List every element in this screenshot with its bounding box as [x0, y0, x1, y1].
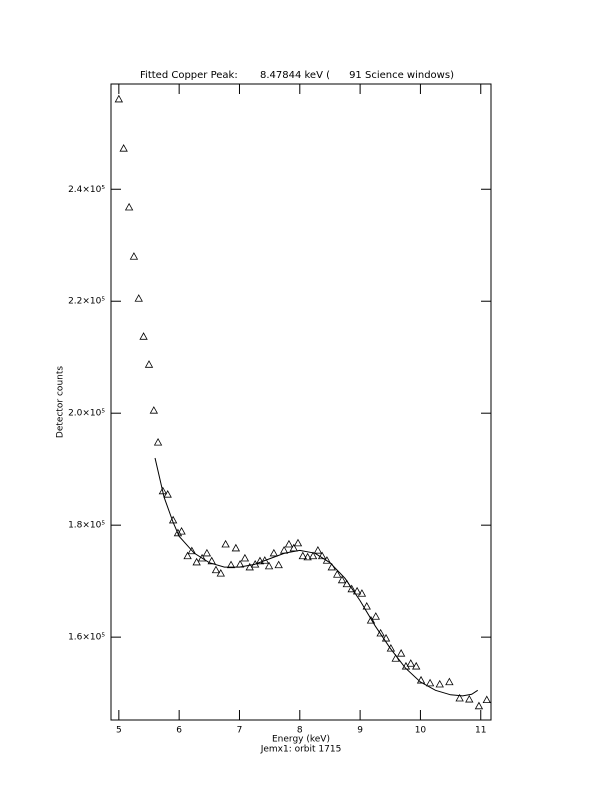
x-tick-label: 10 [415, 726, 427, 736]
x-tick-label: 7 [237, 726, 243, 736]
data-point [134, 294, 143, 302]
y-axis-label: Detector counts [56, 366, 66, 438]
data-point [425, 678, 435, 687]
data-point [124, 202, 134, 211]
data-point [149, 406, 159, 414]
data-point [455, 693, 464, 702]
x-tick-label: 9 [357, 726, 363, 736]
data-point [381, 633, 391, 642]
data-point [202, 548, 212, 557]
data-point [435, 679, 444, 688]
data-point [183, 551, 192, 560]
data-point [264, 561, 274, 570]
data-point [474, 701, 484, 710]
data-point [139, 332, 148, 340]
data-point [289, 543, 298, 552]
data-point [313, 546, 323, 554]
data-point [153, 437, 163, 446]
data-point [362, 602, 371, 610]
data-point [284, 539, 294, 548]
chart-subtitle: Jemx1: orbit 1715 [260, 745, 342, 755]
data-point [114, 94, 124, 103]
plot-frame [110, 83, 492, 721]
data-point [221, 539, 230, 548]
data-point [465, 694, 474, 703]
data-point [371, 612, 380, 620]
data-point [386, 644, 396, 652]
data-point [366, 616, 376, 624]
data-point [303, 552, 312, 561]
data-point [416, 675, 426, 684]
y-tick-label: 1.6×10⁵ [68, 633, 105, 643]
data-point [231, 543, 241, 552]
data-point [163, 490, 172, 498]
data-point [269, 548, 279, 557]
x-tick-label: 8 [297, 726, 303, 736]
y-tick-label: 2.0×10⁵ [68, 409, 105, 419]
data-point [192, 557, 201, 566]
x-tick-label: 11 [475, 726, 486, 736]
x-tick-label: 5 [116, 726, 122, 736]
fit-line [154, 457, 479, 697]
data-point [412, 661, 421, 670]
data-point [337, 575, 347, 584]
data-point [119, 144, 128, 152]
data-point [396, 649, 406, 657]
data-point [216, 568, 225, 577]
data-point [293, 538, 303, 547]
data-point [445, 677, 454, 686]
x-tick-label: 6 [176, 726, 182, 736]
data-point [406, 659, 415, 667]
data-point [226, 560, 236, 569]
data-point [197, 553, 207, 562]
data-point [144, 360, 154, 368]
data-point [173, 528, 183, 537]
data-point [376, 628, 385, 637]
data-point [482, 695, 491, 704]
y-tick-label: 1.8×10⁵ [68, 521, 105, 531]
data-point [129, 252, 139, 260]
data-point [240, 553, 250, 562]
data-point [352, 586, 362, 595]
data-point [333, 570, 342, 578]
chart-title: Fitted Copper Peak: 8.47844 keV ( 91 Sci… [140, 70, 454, 81]
data-point [298, 551, 307, 560]
data-point [211, 565, 221, 574]
data-point [357, 589, 367, 597]
data-point [187, 546, 197, 555]
y-tick-label: 2.4×10⁵ [68, 185, 105, 195]
data-point [317, 551, 327, 560]
data-point [255, 556, 265, 565]
data-point [177, 527, 186, 535]
data-point [347, 584, 356, 593]
x-axis-label: Energy (keV) [272, 735, 330, 745]
data-point [308, 551, 318, 560]
y-tick-label: 2.2×10⁵ [68, 297, 105, 307]
data-point [274, 560, 283, 569]
